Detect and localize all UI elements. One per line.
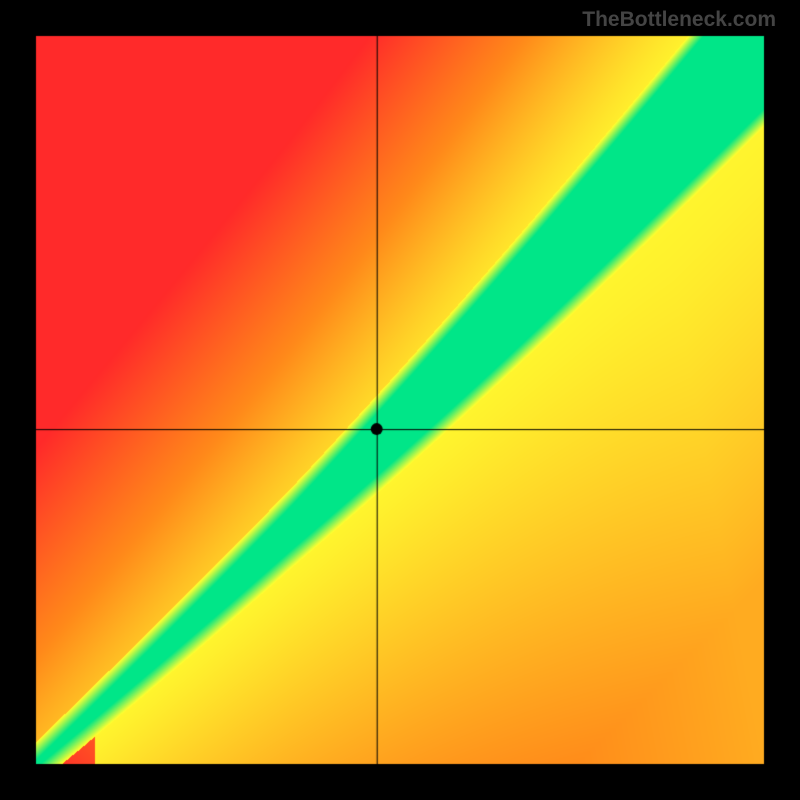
- chart-container: TheBottleneck.com: [0, 0, 800, 800]
- bottleneck-heatmap: [0, 0, 800, 800]
- watermark-text: TheBottleneck.com: [582, 8, 776, 32]
